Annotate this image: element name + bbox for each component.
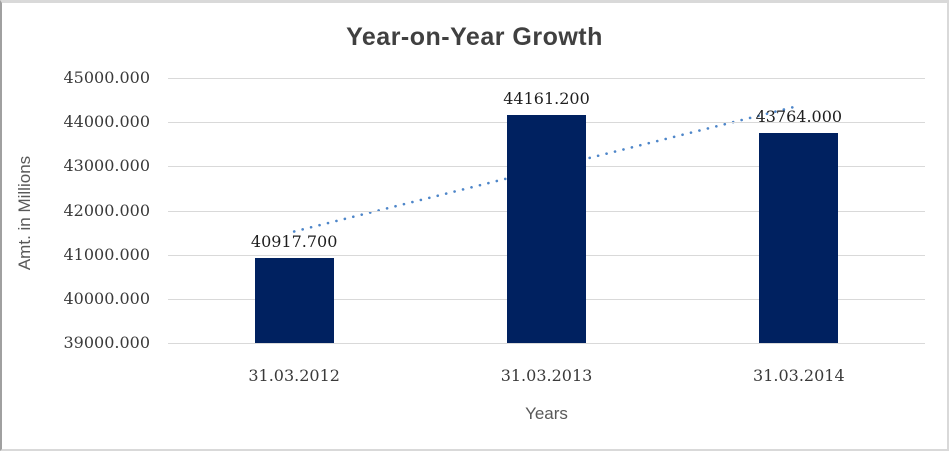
y-tick-label: 41000.000 xyxy=(63,244,150,264)
y-tick-label: 39000.000 xyxy=(63,333,150,352)
bar-31.03.2014 xyxy=(759,132,839,343)
x-tick-label: 31.03.2014 xyxy=(753,366,845,385)
data-label: 40917.700 xyxy=(250,232,338,252)
x-tick-label: 31.03.2013 xyxy=(500,366,593,385)
y-tick-label: 43000.000 xyxy=(63,156,150,176)
chart-title: Year-on-Year Growth xyxy=(346,23,603,51)
plot-area xyxy=(168,78,925,344)
data-label: 43764.000 xyxy=(755,106,843,126)
y-tick-label: 42000.000 xyxy=(63,200,150,220)
y-tick-label: 40000.000 xyxy=(63,288,150,308)
x-tick-label: 31.03.2012 xyxy=(248,366,340,385)
bar-31.03.2013 xyxy=(507,115,586,343)
y-tick-label: 45000.000 xyxy=(63,68,150,87)
gridline xyxy=(168,78,925,79)
y-tick-label: 44000.000 xyxy=(63,112,150,132)
gridline xyxy=(168,343,925,344)
data-label: 44161.200 xyxy=(503,89,590,109)
x-axis-title: Years xyxy=(525,404,568,423)
bar-31.03.2012 xyxy=(254,258,334,343)
